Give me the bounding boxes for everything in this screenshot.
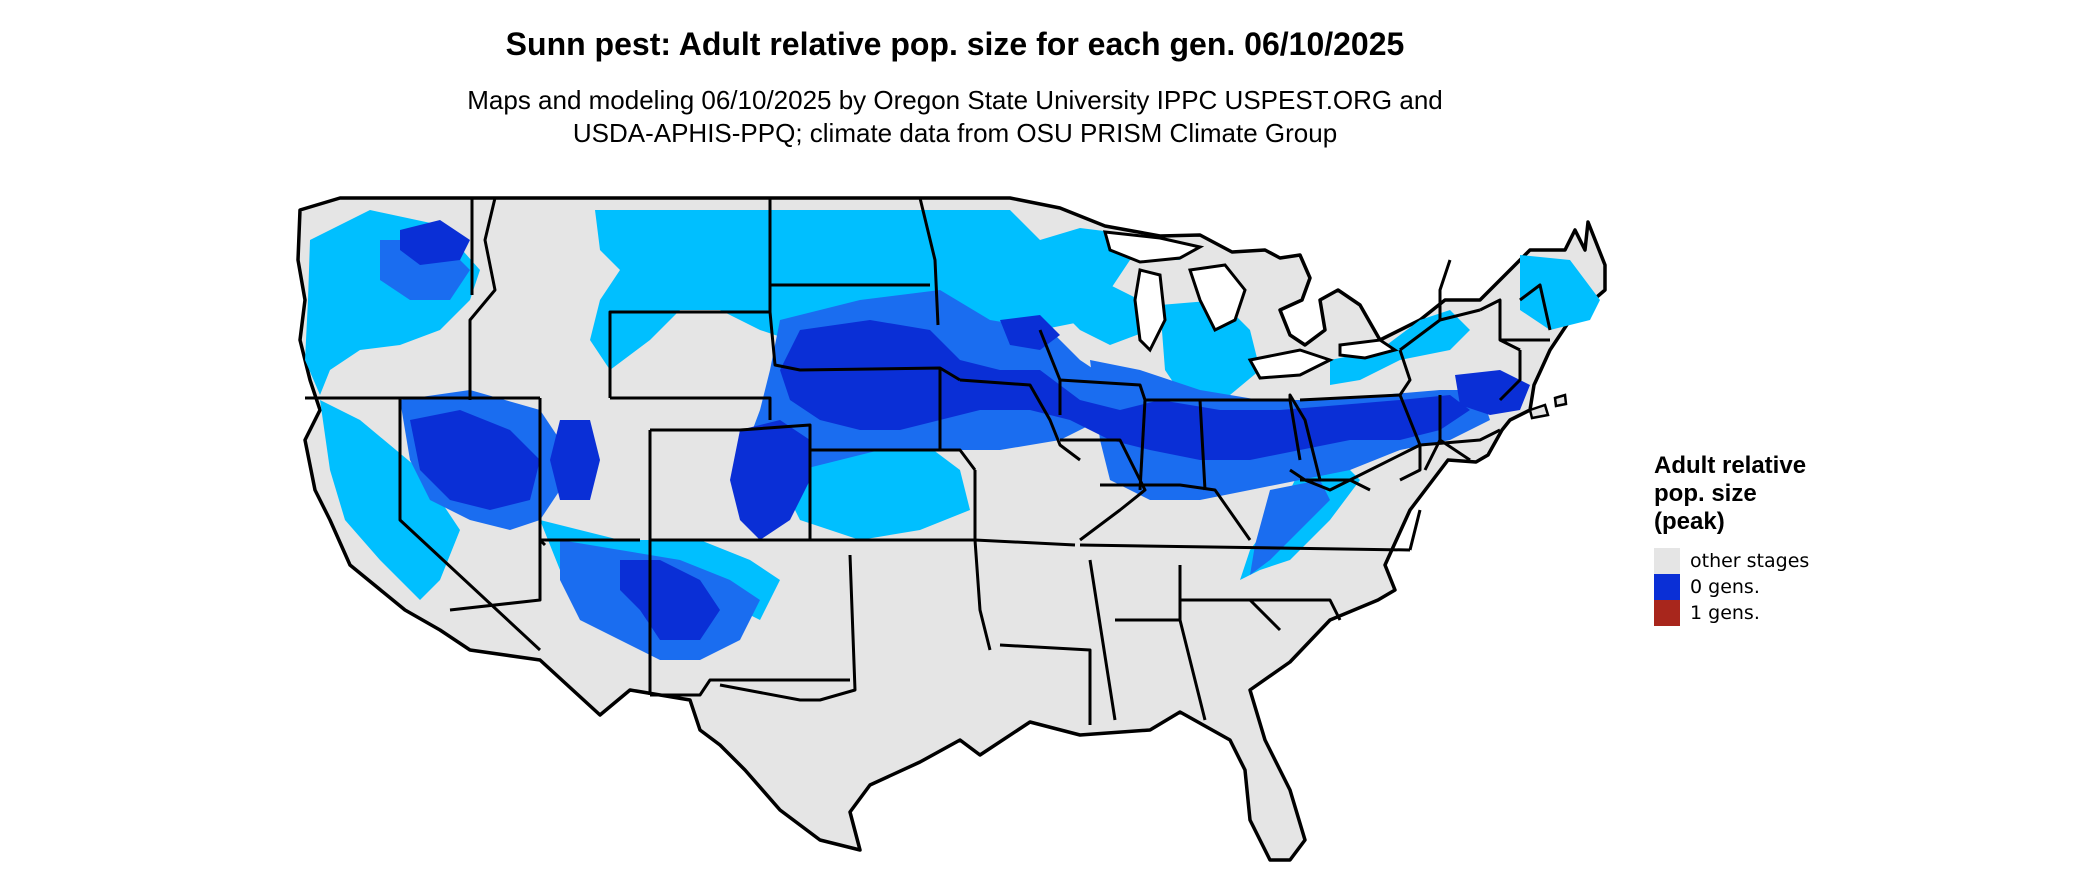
legend-label-1-gens: 1 gens. bbox=[1690, 602, 1760, 624]
coastal-details bbox=[1528, 393, 1568, 420]
legend-label-other-stages: other stages bbox=[1690, 550, 1810, 572]
legend-item-other-stages: other stages bbox=[1654, 548, 1809, 574]
legend-title-line-2: pop. size bbox=[1654, 480, 1757, 507]
map-subtitle: Maps and modeling 06/10/2025 by Oregon S… bbox=[0, 84, 1910, 150]
legend-title-line-3: (peak) bbox=[1654, 508, 1725, 535]
legend-items: other stages 0 gens. 1 gens. bbox=[1654, 548, 1809, 626]
legend-swatch-1-gens bbox=[1654, 600, 1680, 626]
legend-title-line-1: Adult relative bbox=[1654, 452, 1807, 479]
legend-item-0-gens: 0 gens. bbox=[1654, 574, 1809, 600]
legend-item-1-gens: 1 gens. bbox=[1654, 600, 1809, 626]
subtitle-line-1: Maps and modeling 06/10/2025 by Oregon S… bbox=[467, 85, 1443, 115]
map-title: Sunn pest: Adult relative pop. size for … bbox=[505, 26, 1405, 62]
subtitle-line-2: USDA-APHIS-PPQ; climate data from OSU PR… bbox=[572, 118, 1338, 148]
state-borders bbox=[305, 197, 1552, 725]
great-lakes bbox=[1102, 230, 1399, 380]
legend: Adult relative pop. size (peak) other st… bbox=[1654, 452, 1809, 626]
legend-label-0-gens: 0 gens. bbox=[1690, 576, 1760, 598]
legend-title: Adult relative pop. size (peak) bbox=[1654, 452, 1809, 536]
legend-swatch-0-gens bbox=[1654, 574, 1680, 600]
legend-swatch-other-stages bbox=[1654, 548, 1680, 574]
